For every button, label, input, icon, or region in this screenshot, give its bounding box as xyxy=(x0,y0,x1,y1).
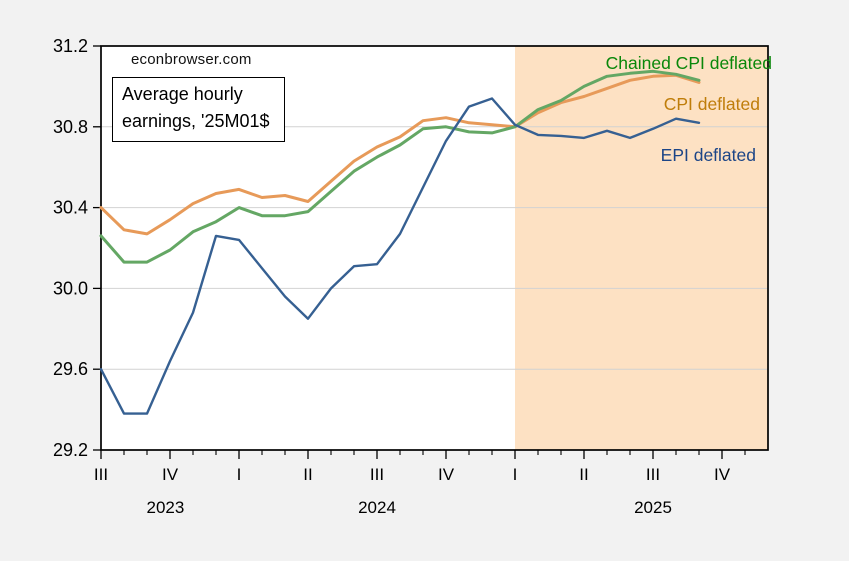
y-axis-label: 30.0 xyxy=(53,278,88,298)
source-watermark: econbrowser.com xyxy=(131,51,252,68)
x-axis-year-label: 2023 xyxy=(146,498,184,517)
x-axis-quarter-label: IV xyxy=(714,465,731,484)
x-axis-quarter-label: IV xyxy=(162,465,179,484)
x-axis-quarter-label: III xyxy=(646,465,660,484)
x-axis-quarter-label: IV xyxy=(438,465,455,484)
x-axis-quarter-label: II xyxy=(579,465,588,484)
chart-title-box: Average hourly earnings, '25M01$ xyxy=(112,77,285,142)
x-axis-quarter-label: I xyxy=(237,465,242,484)
chart-title-line-1: Average hourly xyxy=(122,84,243,104)
y-axis-label: 30.4 xyxy=(53,198,88,218)
x-axis-quarter-label: I xyxy=(513,465,518,484)
x-axis-quarter-label: II xyxy=(303,465,312,484)
legend-label-cpi-deflated: CPI deflated xyxy=(664,94,760,114)
series-line-chained-cpi-deflated xyxy=(99,69,701,264)
chart-title-line-2: earnings, '25M01$ xyxy=(122,111,270,131)
y-axis-label: 29.6 xyxy=(53,359,88,379)
legend-label-epi-deflated: EPI deflated xyxy=(661,145,756,165)
x-axis-year-label: 2025 xyxy=(634,498,672,517)
series-line-epi-deflated xyxy=(99,97,701,415)
x-axis-quarter-label: III xyxy=(370,465,384,484)
series-line-cpi-deflated xyxy=(99,73,701,236)
x-axis-year-label: 2024 xyxy=(358,498,396,517)
y-axis-label: 31.2 xyxy=(53,36,88,56)
y-axis-label: 30.8 xyxy=(53,117,88,137)
plot-frame xyxy=(100,45,769,451)
x-axis-quarter-label: III xyxy=(94,465,108,484)
y-axis-label: 29.2 xyxy=(53,440,88,460)
shaded-forecast-region xyxy=(515,46,768,450)
legend-label-chained-cpi-deflated: Chained CPI deflated xyxy=(606,53,772,73)
